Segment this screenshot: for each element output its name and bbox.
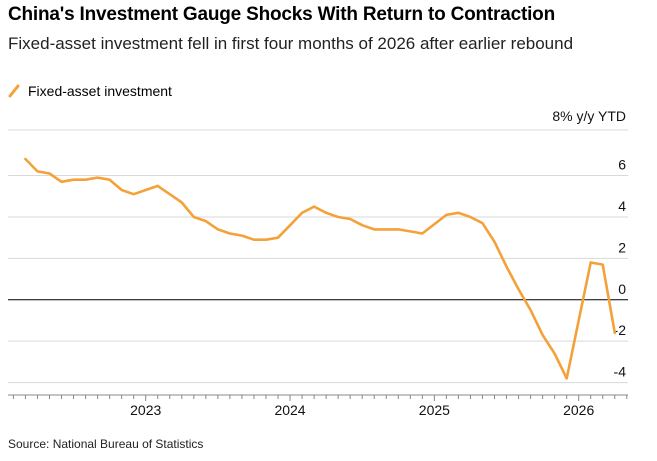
x-tick-label-2026: 2026 — [563, 402, 594, 418]
y-tick-label-0: 0 — [618, 281, 626, 297]
y-tick-label-6: 6 — [618, 157, 626, 173]
y-tick-label--4: -4 — [614, 364, 627, 380]
legend-label: Fixed-asset investment — [28, 83, 172, 99]
legend-swatch — [8, 84, 20, 98]
y-tick-label--2: -2 — [614, 322, 627, 338]
source-note: Source: National Bureau of Statistics — [8, 437, 204, 451]
chart-subtitle: Fixed-asset investment fell in first fou… — [8, 34, 574, 53]
x-tick-label-2024: 2024 — [274, 402, 305, 418]
y-tick-label-4: 4 — [618, 198, 626, 214]
y-axis-label: 8% y/y YTD — [552, 108, 626, 124]
x-tick-label-2023: 2023 — [130, 402, 161, 418]
y-tick-label-2: 2 — [618, 239, 626, 255]
series-line-0 — [24, 157, 617, 380]
chart-title: China's Investment Gauge Shocks With Ret… — [8, 4, 555, 25]
x-tick-label-2025: 2025 — [419, 402, 450, 418]
legend: Fixed-asset investment — [8, 83, 172, 99]
